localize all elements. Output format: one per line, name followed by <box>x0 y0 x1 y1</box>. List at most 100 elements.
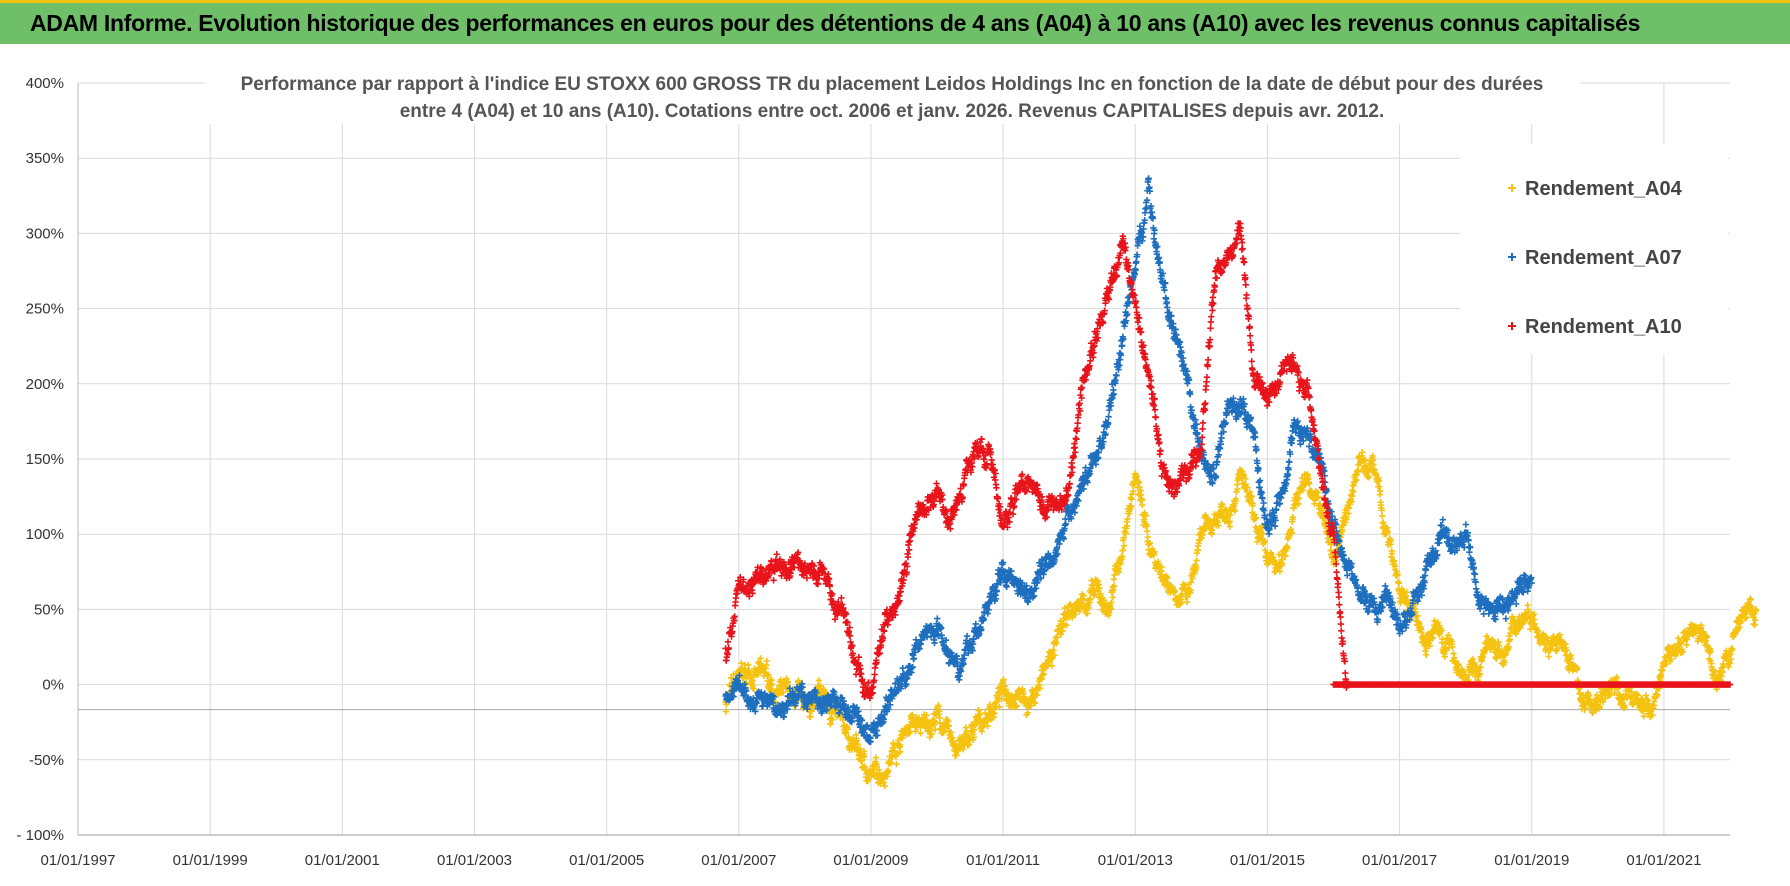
data-points <box>722 175 1760 790</box>
data-point <box>923 712 930 719</box>
data-point <box>763 657 771 665</box>
data-point <box>1226 518 1233 525</box>
data-point <box>947 729 955 736</box>
data-point <box>1182 582 1189 589</box>
data-point <box>1226 523 1234 530</box>
data-point <box>1183 598 1191 606</box>
data-point <box>1128 490 1136 498</box>
data-point <box>897 748 904 756</box>
data-point <box>1120 534 1127 542</box>
data-point <box>1118 553 1126 560</box>
data-point <box>1096 584 1103 592</box>
data-point <box>1085 604 1092 612</box>
banner-title: ADAM Informe. Evolution historique des p… <box>30 10 1641 36</box>
data-point <box>917 729 924 737</box>
data-point <box>923 717 931 725</box>
data-point <box>1080 592 1087 600</box>
data-point <box>1139 501 1146 509</box>
data-point <box>861 753 868 761</box>
data-point <box>912 728 919 735</box>
data-point <box>1242 475 1249 482</box>
data-point <box>959 746 967 753</box>
data-point <box>1046 659 1053 666</box>
data-point <box>975 707 983 714</box>
data-point <box>858 757 866 764</box>
data-point <box>1061 604 1069 612</box>
data-point <box>750 685 757 692</box>
data-point <box>1053 640 1060 647</box>
data-point <box>928 731 935 738</box>
data-point <box>1032 699 1039 706</box>
data-point <box>1193 563 1200 571</box>
data-point <box>856 745 864 752</box>
data-point <box>931 718 939 726</box>
data-point <box>1129 487 1137 495</box>
data-point <box>829 716 836 724</box>
data-point <box>1013 702 1020 710</box>
data-point <box>1050 646 1057 654</box>
data-point <box>853 737 861 745</box>
data-point <box>1107 605 1115 613</box>
data-point <box>936 708 943 715</box>
data-point <box>991 710 998 717</box>
data-point <box>1084 610 1091 617</box>
data-point <box>1091 588 1099 596</box>
data-point <box>1187 587 1194 594</box>
data-point <box>1142 512 1150 519</box>
data-point <box>1106 609 1113 617</box>
data-point <box>807 713 814 720</box>
data-point <box>808 708 815 715</box>
data-point <box>844 726 851 733</box>
data-point <box>911 717 918 724</box>
data-point <box>1232 495 1240 502</box>
data-point <box>906 729 913 737</box>
data-point <box>1234 485 1241 493</box>
data-point <box>1034 691 1041 699</box>
data-point <box>1024 709 1031 716</box>
data-point <box>893 760 900 768</box>
data-point <box>880 779 887 786</box>
banner: ADAM Informe. Evolution historique des p… <box>0 0 1790 44</box>
data-point <box>896 743 904 750</box>
data-point <box>1076 608 1083 615</box>
data-point <box>1103 600 1110 607</box>
data-point <box>1072 611 1079 618</box>
data-point <box>893 750 901 757</box>
data-point <box>872 754 880 761</box>
data-point <box>1108 599 1115 606</box>
data-point <box>1151 548 1158 556</box>
data-point <box>795 677 802 684</box>
data-point <box>964 742 972 749</box>
data-point <box>768 681 776 688</box>
data-point <box>1087 595 1094 603</box>
data-point <box>1051 651 1058 659</box>
data-point <box>1187 579 1195 586</box>
data-point <box>754 671 762 678</box>
data-point <box>1115 569 1123 576</box>
data-point <box>935 702 942 709</box>
data-point <box>1111 571 1118 579</box>
data-point <box>970 726 978 733</box>
data-point <box>779 689 787 696</box>
data-point <box>996 703 1003 710</box>
data-point <box>881 782 889 790</box>
data-point <box>1119 547 1127 554</box>
data-point <box>1136 484 1143 491</box>
data-point <box>927 727 934 734</box>
data-point <box>986 701 994 708</box>
data-point <box>984 722 991 730</box>
data-point <box>1146 539 1154 547</box>
data-point <box>757 655 764 662</box>
data-point <box>1219 501 1226 509</box>
data-point <box>1110 582 1118 590</box>
data-point <box>784 678 792 685</box>
data-point <box>765 671 772 679</box>
data-point <box>1178 596 1185 603</box>
data-point <box>1127 503 1135 510</box>
data-point <box>970 734 977 741</box>
data-point <box>1143 528 1151 535</box>
data-point <box>1036 685 1044 692</box>
data-point <box>854 741 862 748</box>
chart-svg: Performance par rapport à l'indice EU ST… <box>0 44 1790 886</box>
